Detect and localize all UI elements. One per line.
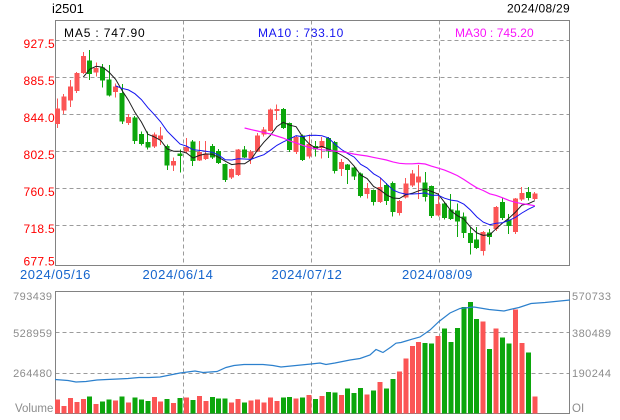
svg-text:OI: OI (572, 403, 584, 415)
svg-text:MA10 : 733.10: MA10 : 733.10 (258, 26, 344, 40)
svg-text:802.5: 802.5 (23, 148, 55, 162)
svg-text:2024/08/09: 2024/08/09 (402, 267, 473, 282)
svg-text:Volume: Volume (15, 403, 53, 415)
svg-text:MA30 : 745.20: MA30 : 745.20 (455, 26, 534, 40)
svg-text:760.5: 760.5 (23, 185, 55, 199)
svg-text:2024/08/29: 2024/08/29 (507, 2, 570, 16)
svg-text:528959: 528959 (13, 328, 52, 340)
svg-text:844.0: 844.0 (23, 111, 55, 125)
svg-text:2024/07/12: 2024/07/12 (271, 267, 342, 282)
svg-text:793439: 793439 (13, 291, 52, 303)
svg-text:885.5: 885.5 (23, 74, 55, 88)
svg-text:264480: 264480 (13, 368, 52, 380)
svg-text:927.5: 927.5 (23, 37, 55, 51)
svg-text:190244: 190244 (572, 368, 611, 380)
svg-text:380489: 380489 (572, 328, 611, 340)
svg-text:718.5: 718.5 (23, 222, 55, 236)
svg-text:2024/05/16: 2024/05/16 (20, 267, 91, 282)
svg-text:MA5 : 747.90: MA5 : 747.90 (64, 26, 146, 40)
svg-text:2024/06/14: 2024/06/14 (142, 267, 213, 282)
svg-text:i2501: i2501 (52, 1, 84, 16)
svg-text:570733: 570733 (572, 291, 611, 303)
svg-text:677.5: 677.5 (23, 255, 55, 269)
